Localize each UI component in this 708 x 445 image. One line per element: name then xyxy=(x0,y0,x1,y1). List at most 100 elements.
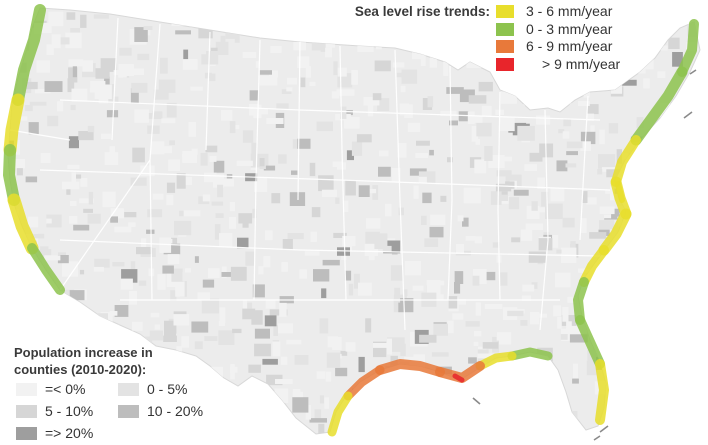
county-patch xyxy=(213,174,224,188)
sea-legend-swatch xyxy=(496,5,514,18)
county-patch xyxy=(279,302,287,317)
county-patch xyxy=(25,176,38,183)
county-patch xyxy=(81,323,99,335)
county-patch xyxy=(570,241,576,253)
county-patch xyxy=(95,68,110,79)
county-patch xyxy=(680,241,688,256)
county-patch xyxy=(520,401,528,416)
county-patch xyxy=(431,352,449,357)
county-patch xyxy=(161,118,176,124)
county-patch xyxy=(282,239,293,250)
county-patch xyxy=(124,212,137,218)
county-patch xyxy=(671,396,689,408)
county-patch xyxy=(229,121,236,134)
county-patch xyxy=(586,360,598,376)
county-patch xyxy=(398,207,404,216)
sea-legend-label: > 9 mm/year xyxy=(542,56,621,72)
county-patch xyxy=(409,168,427,176)
county-patch xyxy=(203,8,215,21)
county-patch xyxy=(351,400,364,411)
county-patch xyxy=(67,164,80,169)
county-patch xyxy=(335,367,348,377)
county-patch xyxy=(316,121,333,132)
county-patch xyxy=(94,258,110,268)
county-patch xyxy=(319,318,329,334)
county-patch xyxy=(660,346,672,353)
county-patch xyxy=(555,272,571,288)
county-patch xyxy=(359,427,368,434)
county-patch xyxy=(675,239,683,251)
county-patch xyxy=(508,122,527,133)
county-patch xyxy=(140,165,155,177)
county-patch xyxy=(292,397,309,413)
county-patch xyxy=(211,201,224,206)
county-patch xyxy=(230,266,247,281)
county-patch xyxy=(691,361,700,367)
county-patch xyxy=(690,303,700,311)
county-patch xyxy=(259,158,265,167)
county-patch xyxy=(91,317,99,324)
county-patch xyxy=(542,414,556,425)
county-patch xyxy=(40,153,51,164)
coastal-band xyxy=(12,4,46,106)
county-patch xyxy=(154,324,160,330)
population-legend: Population increase in counties (2010-20… xyxy=(10,344,250,444)
county-patch xyxy=(182,151,195,158)
county-patch xyxy=(430,214,446,225)
sea-legend-item: 0 - 3 mm/year xyxy=(496,21,706,38)
county-patch xyxy=(446,87,464,94)
county-patch xyxy=(269,70,278,78)
county-patch xyxy=(39,249,52,259)
coastal-band xyxy=(611,135,641,187)
county-patch xyxy=(171,14,187,26)
coastal-sea-level-bands xyxy=(3,4,699,437)
county-patch xyxy=(174,220,192,236)
county-patch xyxy=(507,310,524,317)
county-patch xyxy=(49,319,61,331)
county-patch xyxy=(83,208,93,213)
county-patch xyxy=(37,295,56,303)
county-patch xyxy=(372,93,382,101)
county-patch xyxy=(416,140,430,146)
county-patch xyxy=(356,134,372,143)
county-patch xyxy=(114,226,132,233)
county-patch xyxy=(427,96,434,108)
county-patch xyxy=(325,47,332,58)
county-patch xyxy=(208,268,220,279)
county-patch xyxy=(28,216,39,228)
county-patch xyxy=(191,321,209,333)
county-patch xyxy=(399,103,410,116)
county-patch xyxy=(547,415,559,428)
county-patch xyxy=(610,85,623,94)
county-patch xyxy=(645,197,662,207)
coastal-band xyxy=(573,277,589,325)
county-patch xyxy=(472,116,483,123)
county-patch xyxy=(147,125,160,134)
county-patch xyxy=(264,315,277,327)
county-patch xyxy=(171,268,183,282)
county-patch xyxy=(447,320,454,334)
county-patch xyxy=(325,371,332,382)
county-patch xyxy=(378,416,383,425)
sea-legend-label: 3 - 6 mm/year xyxy=(526,3,613,19)
county-patch xyxy=(604,208,620,220)
county-patch xyxy=(694,142,700,158)
county-patch xyxy=(57,101,64,112)
county-patch xyxy=(656,348,671,356)
county-patch xyxy=(495,183,512,192)
county-patch xyxy=(691,199,700,211)
county-patch xyxy=(599,129,605,145)
county-patch xyxy=(607,308,613,324)
county-patch xyxy=(318,175,334,192)
county-patch xyxy=(169,140,175,146)
county-patch xyxy=(189,19,203,28)
county-patch xyxy=(255,61,261,68)
county-patch xyxy=(569,334,588,343)
county-patch xyxy=(566,321,572,328)
county-patch xyxy=(652,328,663,339)
county-patch xyxy=(237,237,249,249)
sea-legend-swatch xyxy=(496,40,514,53)
county-patch xyxy=(529,152,543,162)
county-patch xyxy=(476,122,492,137)
county-patch xyxy=(599,220,615,230)
